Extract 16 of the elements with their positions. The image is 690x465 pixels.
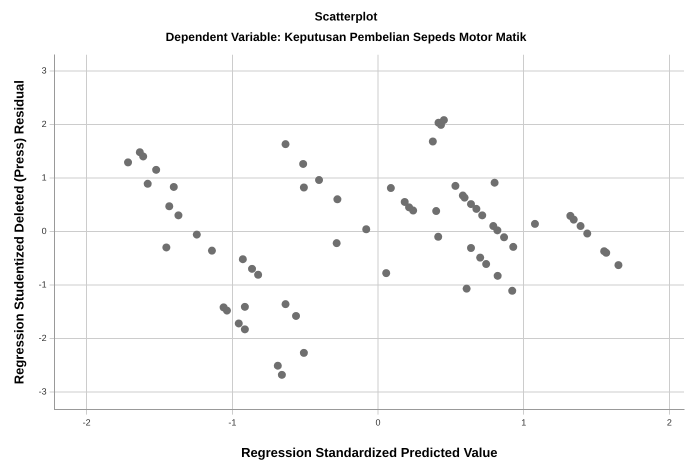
y-tick-label: 1 [42,172,47,182]
y-tick-label: -2 [38,332,47,343]
x-tick-label: 2 [666,417,672,428]
y-tick-label: 0 [42,226,47,236]
x-tick-label: -2 [82,417,91,428]
y-tick-label: 3 [42,65,47,76]
x-tick-label: -1 [228,417,236,428]
y-tick-label: -1 [38,279,47,290]
x-tick-label: 0 [376,417,381,428]
y-axis-title: Regression Studentized Deleted (Press) Residual [11,80,26,384]
x-tick-label: 1 [521,417,526,428]
y-tick-label: -3 [38,386,47,396]
y-tick-label: 2 [42,118,47,129]
x-axis-title: Regression Standardized Predicted Value [241,444,498,460]
chart-title: Scatterplot [314,10,378,24]
chart-subtitle: Dependent Variable: Keputusan Pembelian Sepeds Motor Matik [166,30,527,44]
